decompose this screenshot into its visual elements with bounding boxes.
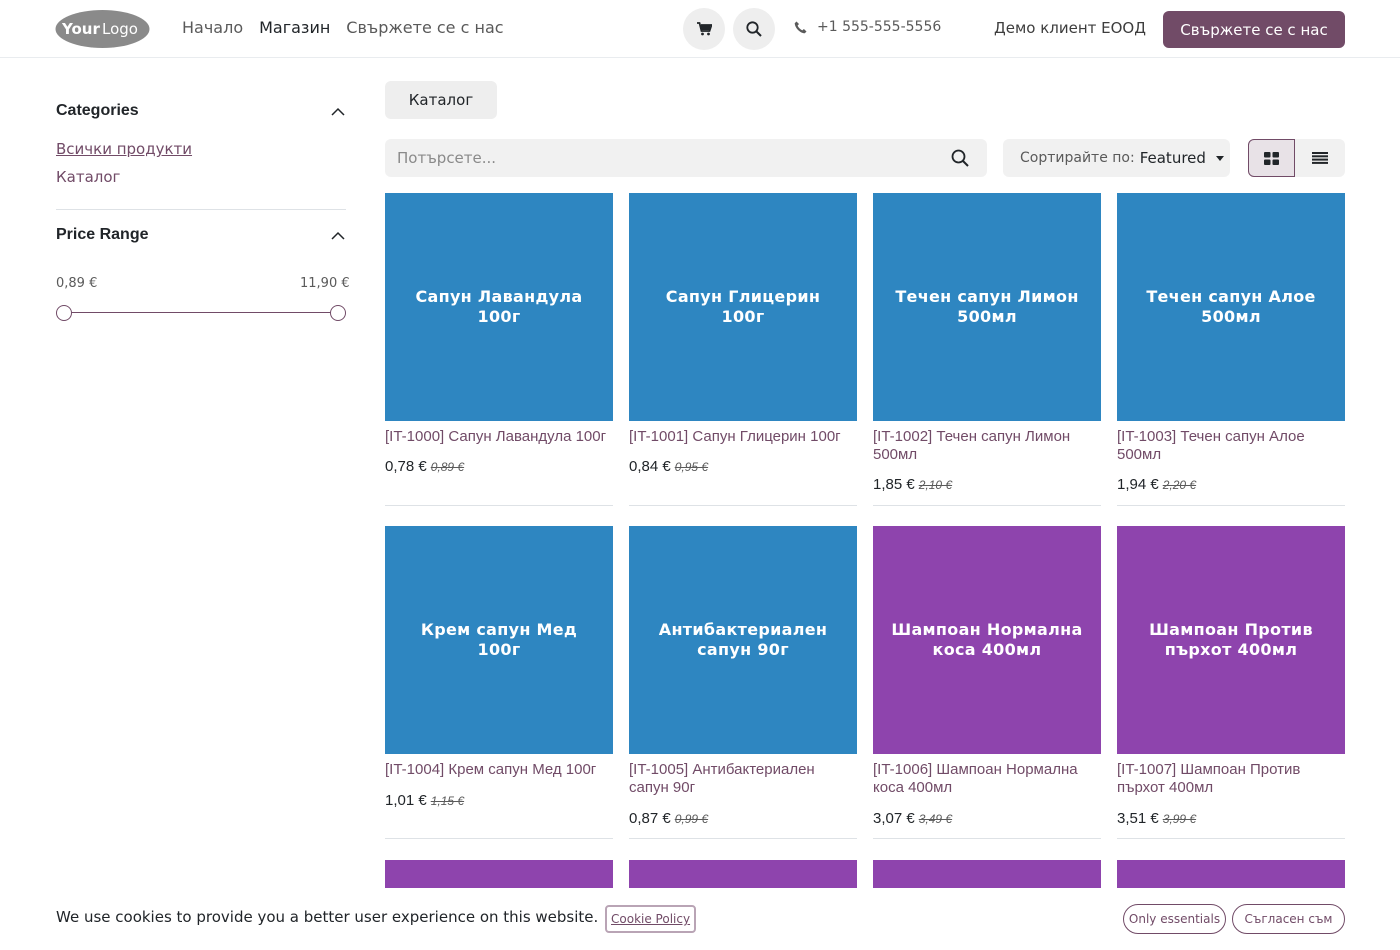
caret-down-icon: [1215, 155, 1224, 161]
product-name[interactable]: [IT-1005] Антибактериален сапун 90г: [629, 761, 815, 796]
svg-text:Logo: Logo: [102, 20, 138, 38]
nav-shop[interactable]: Магазин: [259, 18, 331, 37]
old-price: 1,15 €: [430, 794, 465, 808]
old-price: 0,99 €: [674, 812, 709, 826]
svg-text:Your: Your: [61, 20, 100, 38]
product-name[interactable]: [IT-1006] Шампоан Нормална коса 400мл: [873, 761, 1078, 796]
product-image-partial[interactable]: [629, 860, 857, 888]
account-menu[interactable]: Демо клиент ЕООД: [994, 19, 1146, 37]
old-price: 2,10 €: [918, 478, 953, 492]
product-price: 1,01 €1,15 €: [385, 792, 464, 809]
current-price: 1,85 €: [873, 476, 915, 493]
product-image-partial[interactable]: [873, 860, 1101, 888]
chevron-up-icon[interactable]: [331, 107, 345, 116]
sort-dropdown[interactable]: Сортирайте по: Featured: [1003, 139, 1230, 177]
current-price: 0,87 €: [629, 810, 671, 827]
product-image[interactable]: Антибактериален сапун 90г: [629, 526, 857, 754]
product-image[interactable]: Течен сапун Алое 500мл: [1117, 193, 1345, 421]
categories-heading[interactable]: Categories: [56, 102, 139, 119]
current-price: 1,94 €: [1117, 476, 1159, 493]
nav-contact[interactable]: Свържете се с нас: [346, 18, 504, 37]
only-essentials-button[interactable]: Only essentials: [1123, 904, 1226, 934]
product-image-partial[interactable]: [385, 860, 613, 888]
old-price: 0,89 €: [430, 460, 465, 474]
contact-us-button[interactable]: Свържете се с нас: [1163, 11, 1345, 48]
product-price: 3,07 €3,49 €: [873, 810, 952, 827]
search-input[interactable]: [385, 139, 945, 177]
product-price: 3,51 €3,99 €: [1117, 810, 1196, 827]
product-price: 0,78 €0,89 €: [385, 458, 464, 475]
product-price: 0,87 €0,99 €: [629, 810, 708, 827]
product-price: 1,94 €2,20 €: [1117, 476, 1196, 493]
price-slider-track[interactable]: [64, 312, 338, 313]
product-price: 0,84 €0,95 €: [629, 458, 708, 475]
product-price: 1,85 €2,10 €: [873, 476, 952, 493]
price-min-label: 0,89 €: [56, 276, 98, 291]
cart-button[interactable]: [683, 8, 725, 50]
current-price: 0,78 €: [385, 458, 427, 475]
list-view-button[interactable]: [1296, 139, 1343, 177]
old-price: 3,99 €: [1162, 812, 1197, 826]
old-price: 3,49 €: [918, 812, 953, 826]
price-slider-max-handle[interactable]: [330, 305, 346, 321]
product-name[interactable]: [IT-1000] Сапун Лавандула 100г: [385, 428, 607, 445]
card-divider: [873, 838, 1101, 839]
card-divider: [1117, 838, 1345, 839]
list-icon: [1311, 152, 1328, 164]
product-name[interactable]: [IT-1001] Сапун Глицерин 100г: [629, 428, 841, 445]
product-image[interactable]: Шампоан Против пърхот 400мл: [1117, 526, 1345, 754]
price-slider-min-handle[interactable]: [56, 305, 72, 321]
breadcrumb-catalog[interactable]: Каталог: [385, 81, 497, 119]
old-price: 2,20 €: [1162, 478, 1197, 492]
product-search: [385, 139, 987, 177]
current-price: 1,01 €: [385, 792, 427, 809]
site-header: Your Logo Начало Магазин Свържете се с н…: [0, 0, 1400, 58]
sort-label: Сортирайте по:: [1020, 150, 1135, 166]
card-divider: [1117, 505, 1345, 506]
company-logo[interactable]: Your Logo: [55, 9, 150, 49]
accept-cookies-button[interactable]: Съгласен съм: [1232, 904, 1345, 934]
card-divider: [629, 838, 857, 839]
phone-icon: [794, 21, 807, 33]
search-toggle-button[interactable]: [733, 8, 775, 50]
product-image[interactable]: Сапун Лавандула 100г: [385, 193, 613, 421]
product-name[interactable]: [IT-1007] Шампоан Против пърхот 400мл: [1117, 761, 1301, 796]
current-price: 3,07 €: [873, 810, 915, 827]
nav-home[interactable]: Начало: [182, 18, 244, 37]
view-toggle: [1248, 139, 1345, 177]
product-name[interactable]: [IT-1004] Крем сапун Мед 100г: [385, 761, 597, 778]
phone-link[interactable]: +1 555-555-5556: [794, 19, 941, 35]
category-all-products[interactable]: Всички продукти: [56, 140, 193, 158]
product-name[interactable]: [IT-1002] Течен сапун Лимон 500мл: [873, 428, 1071, 463]
cookie-message: We use cookies to provide you a better u…: [56, 908, 599, 926]
phone-number: +1 555-555-5556: [817, 19, 942, 35]
chevron-up-icon[interactable]: [331, 231, 345, 240]
product-image-partial[interactable]: [1117, 860, 1345, 888]
product-name[interactable]: [IT-1003] Течен сапун Алое 500мл: [1117, 428, 1305, 463]
search-icon[interactable]: [951, 149, 969, 167]
grid-icon: [1264, 151, 1279, 165]
price-max-label: 11,90 €: [300, 276, 350, 291]
price-range-heading[interactable]: Price Range: [56, 226, 149, 243]
sidebar-divider: [56, 209, 346, 210]
card-divider: [385, 838, 613, 839]
cart-icon: [696, 22, 712, 36]
product-image[interactable]: Шампоан Нормална коса 400мл: [873, 526, 1101, 754]
current-price: 0,84 €: [629, 458, 671, 475]
card-divider: [873, 505, 1101, 506]
product-image[interactable]: Крем сапун Мед 100г: [385, 526, 613, 754]
grid-view-button[interactable]: [1248, 139, 1295, 177]
search-icon: [746, 21, 762, 37]
card-divider: [385, 505, 613, 506]
cookie-policy-link[interactable]: Cookie Policy: [605, 905, 697, 933]
cookie-banner: We use cookies to provide you a better u…: [0, 888, 1400, 950]
product-image[interactable]: Сапун Глицерин 100г: [629, 193, 857, 421]
main-nav: Начало Магазин Свържете се с нас: [182, 18, 504, 37]
category-catalog[interactable]: Каталог: [56, 168, 121, 186]
card-divider: [629, 505, 857, 506]
product-image[interactable]: Течен сапун Лимон 500мл: [873, 193, 1101, 421]
old-price: 0,95 €: [674, 460, 709, 474]
current-price: 3,51 €: [1117, 810, 1159, 827]
sort-value: Featured: [1139, 149, 1206, 167]
